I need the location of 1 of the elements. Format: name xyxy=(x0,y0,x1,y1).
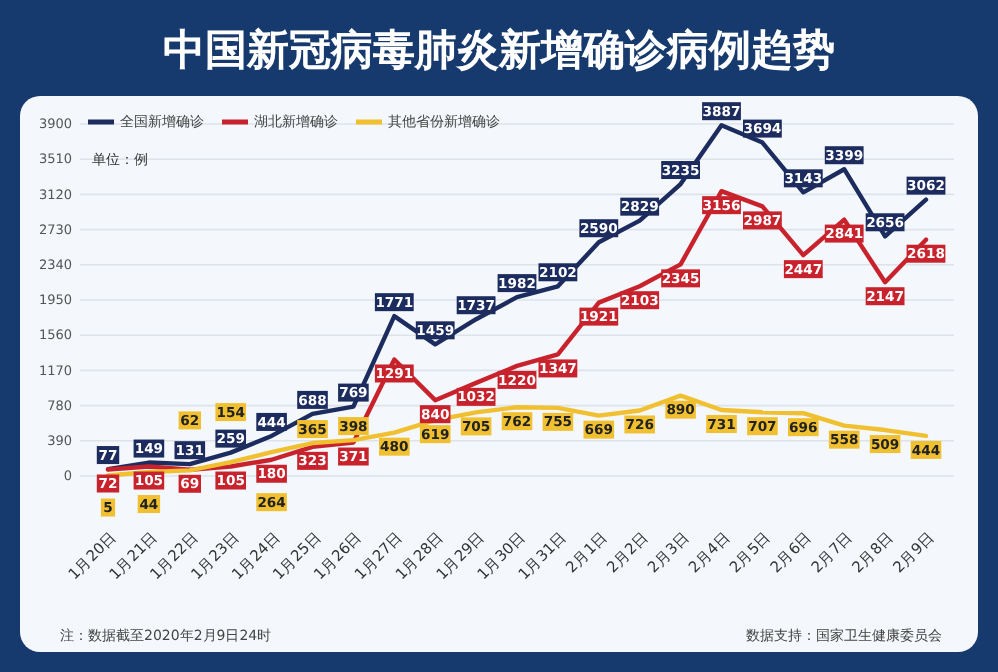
chart-title: 中国新冠病毒肺炎新增确诊病例趋势 xyxy=(163,26,835,74)
